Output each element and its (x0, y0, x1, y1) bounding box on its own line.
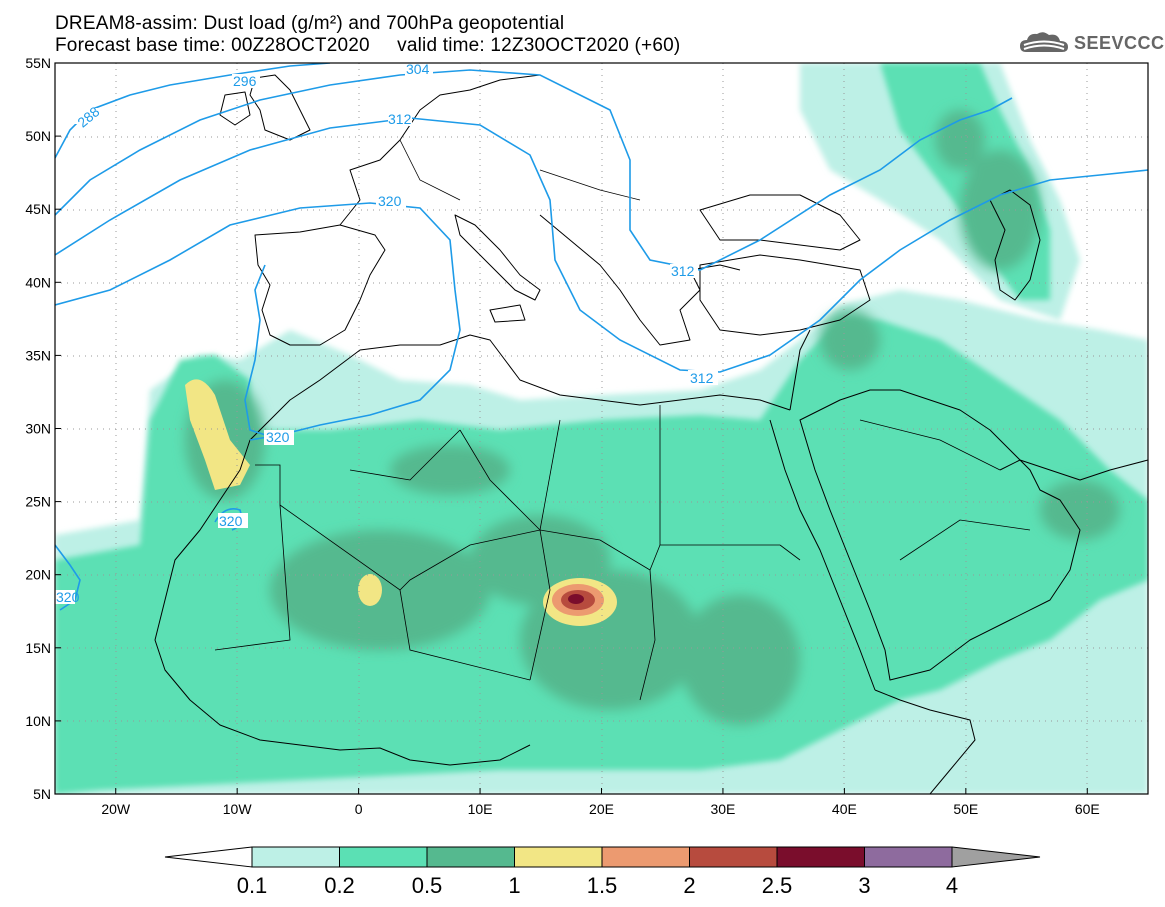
lon-label: 10E (468, 801, 493, 817)
lat-label: 10N (25, 713, 51, 729)
colorbar-under-arrow (164, 846, 253, 868)
seevccc-logo: SEEVCCC (1018, 30, 1165, 56)
coastlines (154, 74, 1148, 794)
colorbar-tick-label: 1.5 (587, 873, 618, 898)
colorbar-swatch (776, 846, 865, 868)
geopotential-contours (55, 63, 1148, 611)
contour-label: 312 (671, 263, 695, 279)
colorbar-over-arrow (951, 846, 1041, 868)
forecast-time-line: Forecast base time: 00Z28OCT2020 valid t… (55, 35, 681, 56)
colorbar-tick-label: 1 (508, 873, 520, 898)
contour-label: 312 (690, 370, 714, 386)
lat-label: 25N (25, 494, 51, 510)
cloud-icon (1020, 32, 1068, 52)
colorbar-swatch (251, 846, 340, 868)
contour-label: 320 (378, 193, 402, 209)
lat-label: 55N (25, 55, 51, 71)
contour-label: 320 (219, 513, 243, 529)
colorbar-tick-label: 4 (946, 873, 958, 898)
contour-label: 296 (233, 73, 257, 89)
dust-band-maroon (568, 594, 584, 604)
contour-label: 320 (56, 589, 80, 605)
country-borders (214, 139, 1031, 701)
colorbar-swatch (426, 846, 515, 868)
lat-label: 40N (25, 274, 51, 290)
colorbar-swatch (514, 846, 603, 868)
colorbar-swatch (689, 846, 778, 868)
colorbar-tick-label: 0.5 (412, 873, 443, 898)
lat-label: 20N (25, 567, 51, 583)
colorbar-tick-label: 0.1 (237, 873, 268, 898)
map-title: DREAM8-assim: Dust load (g/m²) and 700hP… (55, 13, 565, 34)
map-grid (55, 63, 1148, 794)
lon-label: 30E (710, 801, 735, 817)
lat-label: 15N (25, 640, 51, 656)
colorbar-tick-label: 2 (683, 873, 695, 898)
lat-label: 50N (25, 128, 51, 144)
contour-label: 320 (266, 429, 290, 445)
lon-label: 20W (101, 801, 131, 817)
lat-label: 5N (33, 786, 51, 802)
latitude-axis: 55N 50N 45N 40N 35N 30N 25N 20N 15N 10N 5N (25, 55, 61, 802)
dust-fields: 304 296 288 312 320 320 320 312 312 320 (55, 61, 1148, 794)
colorbar-swatch (339, 846, 428, 868)
colorbar: 0.1 0.2 0.5 1 1.5 2 2.5 3 4 (164, 846, 1041, 898)
contour-label: 304 (406, 61, 430, 77)
colorbar-swatch (864, 846, 953, 868)
colorbar-tick-label: 3 (858, 873, 870, 898)
lat-label: 35N (25, 347, 51, 363)
lon-label: 40E (832, 801, 857, 817)
lon-label: 20E (589, 801, 614, 817)
colorbar-tick-label: 0.2 (324, 873, 355, 898)
lon-label: 10W (223, 801, 253, 817)
longitude-axis: 20W 10W 0 10E 20E 30E 40E 50E 60E (101, 788, 1100, 817)
contour-labels: 304 296 288 312 320 320 320 312 312 320 (55, 61, 718, 605)
colorbar-tick-label: 2.5 (762, 873, 793, 898)
contour-label: 312 (388, 111, 412, 127)
lat-label: 45N (25, 201, 51, 217)
lon-label: 50E (953, 801, 978, 817)
lon-label: 60E (1075, 801, 1100, 817)
lat-label: 30N (25, 421, 51, 437)
logo-text: SEEVCCC (1074, 32, 1165, 53)
lon-label: 0 (355, 801, 363, 817)
colorbar-swatch (601, 846, 690, 868)
